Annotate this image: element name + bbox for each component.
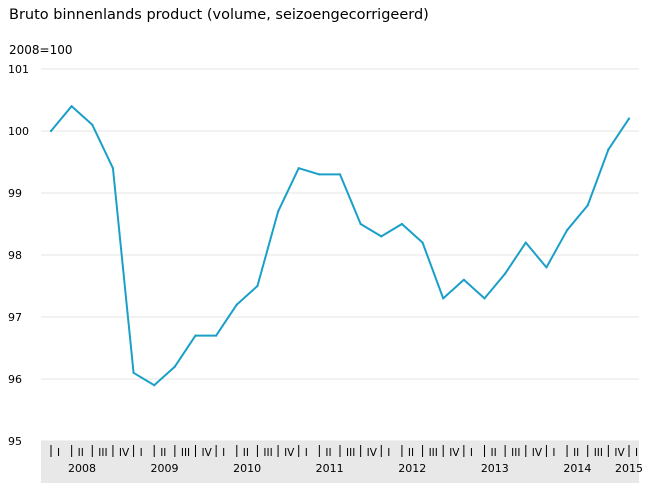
data-point [586,204,589,207]
quarter-label: I [140,447,143,459]
quarter-label: III [594,447,603,459]
data-point [338,173,342,176]
data-point [297,167,300,170]
y-tick-label: 95 [8,435,22,448]
quarter-label: I [470,447,473,459]
quarter-label: II [491,447,497,459]
year-label: 2008 [68,462,96,475]
quarter-label: III [346,447,355,459]
x-axis: I II III IV I II III IV I II III IV I II III IV I II III IV… [50,445,643,475]
data-point [504,272,507,275]
data-point [318,173,321,176]
quarter-label: II [325,447,331,459]
quarter-label: IV [367,447,378,459]
year-label: 2010 [233,462,261,475]
data-point [545,266,548,269]
data-point [400,222,404,226]
quarter-label: II [160,447,166,459]
data-point [215,334,218,337]
quarter-label: I [387,447,390,459]
series-lines [49,105,631,387]
data-point [565,229,569,232]
quarter-label: I [305,447,308,459]
quarter-label: III [429,447,438,459]
data-point [462,278,465,281]
data-point [173,365,176,368]
year-label: 2012 [398,462,426,475]
chart-unit-label: 2008=100 [9,43,73,57]
quarter-label: IV [284,447,295,459]
y-tick-label: 98 [8,249,22,262]
y-tick-label: 97 [8,311,22,324]
quarter-label: II [573,447,579,459]
data-point [111,167,115,170]
quarter-label: I [222,447,225,459]
y-axis-ticks: 95 96 97 98 99 100 101 [8,63,29,448]
data-point [276,210,280,213]
data-point [194,334,197,337]
year-label: 2015 [615,462,643,475]
data-point [235,303,238,306]
data-point [380,235,383,238]
year-label: 2014 [563,462,591,475]
data-point [442,297,445,300]
quarter-label: III [263,447,272,459]
data-point [607,148,610,151]
data-point [421,241,424,244]
quarter-label: I [57,447,60,459]
quarter-label: I [552,447,555,459]
quarter-label: IV [202,447,213,459]
quarter-label: I [635,447,638,459]
data-point [359,222,362,226]
data-point [49,129,53,133]
quarter-label: II [243,447,249,459]
quarter-label: IV [614,447,625,459]
y-tick-label: 101 [8,63,29,76]
data-point [132,371,135,374]
y-tick-label: 99 [8,187,22,200]
y-tick-label: 100 [8,125,29,138]
data-point [70,105,73,108]
year-label: 2009 [151,462,179,475]
quarter-label: IV [449,447,460,459]
data-point [256,284,259,288]
quarter-label: III [511,447,520,459]
y-tick-label: 96 [8,373,22,386]
quarter-label: II [408,447,414,459]
year-label: 2011 [316,462,344,475]
grid-lines [41,68,639,442]
data-point [524,241,527,244]
data-point [627,117,631,120]
data-point [483,297,486,300]
series-line [50,105,630,387]
data-point [91,123,94,126]
quarter-label: IV [119,447,130,459]
chart-title: Bruto binnenlands product (volume, seizo… [9,7,429,23]
year-label: 2013 [481,462,509,475]
quarter-label: III [98,447,107,459]
quarter-label: IV [532,447,543,459]
quarter-label: II [78,447,84,459]
data-point [153,384,156,387]
quarter-label: III [181,447,190,459]
